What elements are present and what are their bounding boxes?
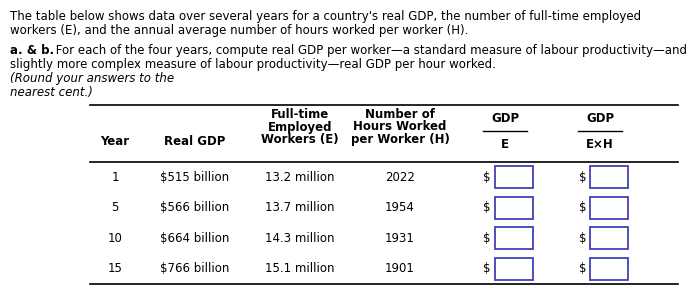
Text: $664 billion: $664 billion — [160, 232, 230, 245]
Text: 13.7 million: 13.7 million — [266, 201, 335, 214]
Text: $: $ — [579, 201, 586, 214]
FancyBboxPatch shape — [590, 227, 628, 249]
Text: 15.1 million: 15.1 million — [266, 262, 335, 275]
Text: Workers (E): Workers (E) — [261, 132, 338, 146]
Text: 2022: 2022 — [385, 171, 415, 184]
FancyBboxPatch shape — [590, 258, 628, 280]
Text: a. & b.: a. & b. — [10, 44, 54, 57]
Text: For each of the four years, compute real GDP per worker—a standard measure of la: For each of the four years, compute real… — [52, 44, 688, 57]
Text: 10: 10 — [107, 232, 122, 245]
Text: 1954: 1954 — [385, 201, 415, 214]
Text: $: $ — [579, 262, 586, 275]
Text: $566 billion: $566 billion — [160, 201, 230, 214]
Text: GDP: GDP — [586, 111, 614, 124]
Text: E×H: E×H — [586, 138, 614, 151]
Text: $766 billion: $766 billion — [160, 262, 230, 275]
Text: $: $ — [484, 262, 491, 275]
FancyBboxPatch shape — [590, 197, 628, 219]
Text: 1931: 1931 — [385, 232, 415, 245]
Text: Real GDP: Real GDP — [164, 135, 226, 148]
FancyBboxPatch shape — [590, 166, 628, 188]
Text: nearest cent.): nearest cent.) — [10, 86, 93, 99]
Text: $: $ — [484, 171, 491, 184]
FancyBboxPatch shape — [495, 166, 533, 188]
Text: $: $ — [579, 171, 586, 184]
Text: 1901: 1901 — [385, 262, 415, 275]
Text: per Worker (H): per Worker (H) — [351, 132, 449, 146]
FancyBboxPatch shape — [495, 227, 533, 249]
FancyBboxPatch shape — [495, 197, 533, 219]
Text: GDP: GDP — [491, 111, 519, 124]
Text: Employed: Employed — [268, 121, 332, 133]
Text: Year: Year — [100, 135, 129, 148]
Text: $: $ — [484, 201, 491, 214]
Text: $: $ — [579, 232, 586, 245]
Text: Hours Worked: Hours Worked — [354, 121, 447, 133]
Text: 15: 15 — [107, 262, 122, 275]
Text: 13.2 million: 13.2 million — [266, 171, 335, 184]
Text: Full-time: Full-time — [271, 108, 329, 121]
Text: $515 billion: $515 billion — [160, 171, 230, 184]
Text: Number of: Number of — [365, 108, 435, 121]
Text: 5: 5 — [111, 201, 119, 214]
Text: The table below shows data over several years for a country's real GDP, the numb: The table below shows data over several … — [10, 10, 641, 23]
Text: $: $ — [484, 232, 491, 245]
Text: workers (E), and the annual average number of hours worked per worker (H).: workers (E), and the annual average numb… — [10, 24, 469, 37]
Text: (Round your answers to the: (Round your answers to the — [10, 72, 174, 85]
Text: 14.3 million: 14.3 million — [266, 232, 335, 245]
FancyBboxPatch shape — [495, 258, 533, 280]
Text: 1: 1 — [111, 171, 119, 184]
Text: slightly more complex measure of labour productivity—real GDP per hour worked.: slightly more complex measure of labour … — [10, 58, 499, 71]
Text: E: E — [501, 138, 509, 151]
